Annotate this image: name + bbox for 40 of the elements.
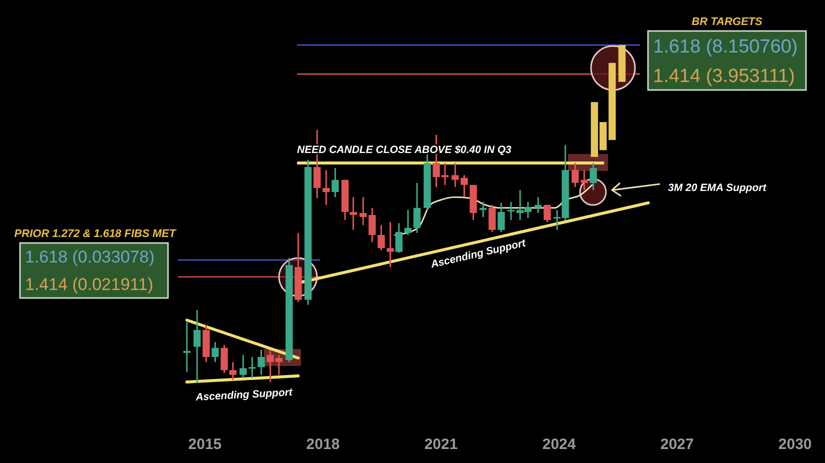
candlestick bbox=[498, 202, 505, 233]
annotation: PRIOR 1.272 & 1.618 FIBS MET bbox=[14, 228, 177, 240]
text: Ascending Support bbox=[428, 237, 528, 271]
candlestick bbox=[368, 207, 376, 243]
candlestick bbox=[507, 201, 515, 221]
x-tick-label: 2018 bbox=[306, 436, 340, 453]
candlestick bbox=[322, 169, 330, 206]
annotation: 3M 20 EMA Support bbox=[668, 182, 767, 194]
candlestick bbox=[258, 349, 265, 376]
text: BR TARGETS bbox=[692, 16, 764, 28]
x-tick-label: 2030 bbox=[778, 436, 812, 453]
x-tick-label: 2015 bbox=[188, 436, 222, 453]
annotation: 1.414 (0.021911) bbox=[25, 275, 154, 294]
candlestick bbox=[248, 356, 256, 379]
candlestick bbox=[544, 204, 551, 223]
candlestick bbox=[404, 209, 412, 236]
candlestick bbox=[590, 162, 597, 191]
candlestick bbox=[240, 354, 247, 379]
series-label: Ascending Support bbox=[194, 386, 294, 404]
candlestick bbox=[488, 204, 496, 233]
candlestick bbox=[212, 341, 219, 363]
annotation: 1.414 (3.953111) bbox=[653, 66, 795, 87]
annotation: 1.618 (8.150760) bbox=[653, 36, 798, 58]
candlestick bbox=[229, 361, 237, 381]
candlestick bbox=[194, 309, 201, 384]
candlestick bbox=[534, 196, 542, 214]
candlestick bbox=[350, 196, 357, 231]
candlestick bbox=[378, 224, 385, 251]
x-tick-label: 2024 bbox=[542, 436, 576, 453]
candlestick bbox=[183, 321, 190, 373]
candlestick bbox=[220, 344, 228, 374]
candlestick bbox=[386, 221, 394, 268]
candlestick bbox=[480, 201, 487, 218]
candlestick bbox=[360, 196, 367, 226]
annotation: 1.618 (0.033078) bbox=[25, 248, 154, 266]
x-tick-label: 2027 bbox=[660, 436, 694, 453]
candlestick bbox=[332, 167, 339, 198]
candlestick bbox=[413, 182, 421, 234]
candlestick bbox=[395, 222, 403, 254]
x-tick-label: 2021 bbox=[424, 436, 458, 453]
